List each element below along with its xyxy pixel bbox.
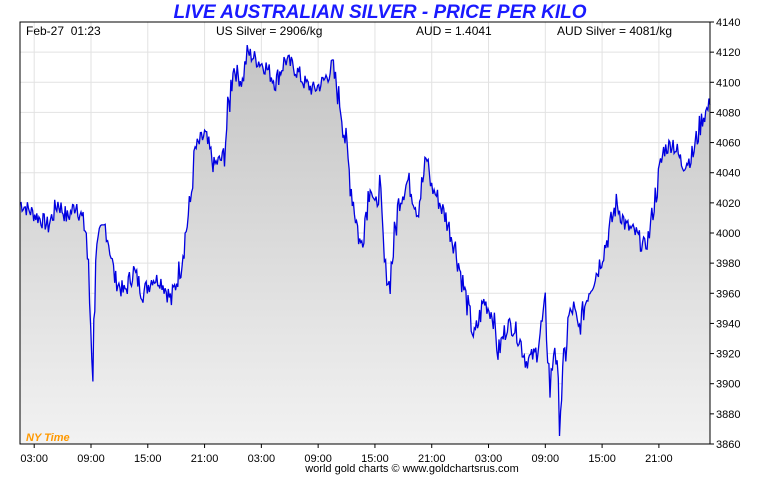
header-aud-rate: AUD = 1.4041 [416, 24, 492, 38]
price-area-fill [20, 45, 710, 444]
y-tick-label: 3920 [716, 349, 740, 361]
chart-title: LIVE AUSTRALIAN SILVER - PRICE PER KILO [173, 2, 586, 23]
y-tick-label: 4120 [716, 47, 740, 59]
y-tick-label: 4140 [716, 17, 740, 29]
x-tick-label: 03:00 [20, 453, 48, 465]
y-tick-label: 4080 [716, 107, 740, 119]
x-tick-label: 09:00 [304, 453, 332, 465]
x-tick-label: 21:00 [191, 453, 219, 465]
price-line [19, 44, 711, 437]
timezone-label: NY Time [26, 432, 70, 444]
y-tick-label: 4000 [716, 228, 740, 240]
y-tick-label: 4100 [716, 77, 740, 89]
x-tick-label: 15:00 [361, 453, 389, 465]
x-tick-label: 09:00 [532, 453, 560, 465]
x-tick-label: 15:00 [588, 453, 616, 465]
y-tick-label: 4020 [716, 198, 740, 210]
header-aud-silver: AUD Silver = 4081/kg [557, 24, 672, 38]
y-tick-label: 4060 [716, 138, 740, 150]
header-us-silver: US Silver = 2906/kg [216, 24, 322, 38]
credit-text: world gold charts © www.goldchartsrus.co… [304, 463, 519, 475]
x-tick-label: 15:00 [134, 453, 162, 465]
x-tick-label: 21:00 [418, 453, 446, 465]
x-tick-label: 03:00 [248, 453, 276, 465]
y-tick-label: 3900 [716, 379, 740, 391]
y-tick-label: 4040 [716, 168, 740, 180]
x-tick-label: 09:00 [77, 453, 105, 465]
x-tick-label: 21:00 [645, 453, 673, 465]
y-tick-label: 3980 [716, 258, 740, 270]
y-axis: 3860 3880 3900 3920 3940 3960 3980 4000 4020 4040… [710, 17, 740, 451]
y-tick-label: 3860 [716, 439, 740, 451]
y-tick-label: 3960 [716, 288, 740, 300]
x-axis: 03:00 09:00 15:00 21:00 03:00 09:00 15:00 21:00… [20, 444, 673, 465]
x-tick-label: 03:00 [475, 453, 503, 465]
header-date-time: Feb-27 01:23 [26, 24, 101, 38]
y-tick-label: 3880 [716, 409, 740, 421]
y-tick-label: 3940 [716, 318, 740, 330]
